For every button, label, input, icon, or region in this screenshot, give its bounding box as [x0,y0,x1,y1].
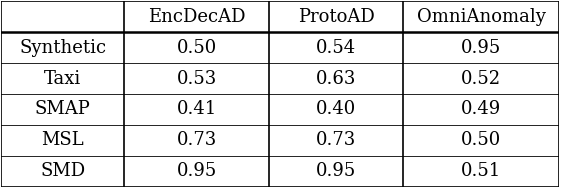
Text: 0.95: 0.95 [461,39,501,57]
Text: 0.95: 0.95 [177,162,217,180]
Text: 0.73: 0.73 [316,131,356,149]
Text: 0.40: 0.40 [316,100,356,118]
Text: MSL: MSL [42,131,84,149]
Text: Synthetic: Synthetic [19,39,107,57]
Text: 0.51: 0.51 [461,162,501,180]
Text: 0.73: 0.73 [177,131,217,149]
Text: SMD: SMD [40,162,85,180]
Text: SMAP: SMAP [35,100,91,118]
Text: ProtoAD: ProtoAD [298,8,374,26]
Text: 0.52: 0.52 [461,70,501,88]
Text: 0.53: 0.53 [177,70,217,88]
Text: OmniAnomaly: OmniAnomaly [417,8,546,26]
Text: 0.41: 0.41 [177,100,217,118]
Text: 0.49: 0.49 [461,100,501,118]
Text: 0.63: 0.63 [316,70,356,88]
Text: EncDecAD: EncDecAD [148,8,245,26]
Text: 0.95: 0.95 [316,162,356,180]
Text: 0.50: 0.50 [461,131,501,149]
Text: Taxi: Taxi [44,70,81,88]
Text: 0.54: 0.54 [316,39,356,57]
Text: 0.50: 0.50 [177,39,217,57]
